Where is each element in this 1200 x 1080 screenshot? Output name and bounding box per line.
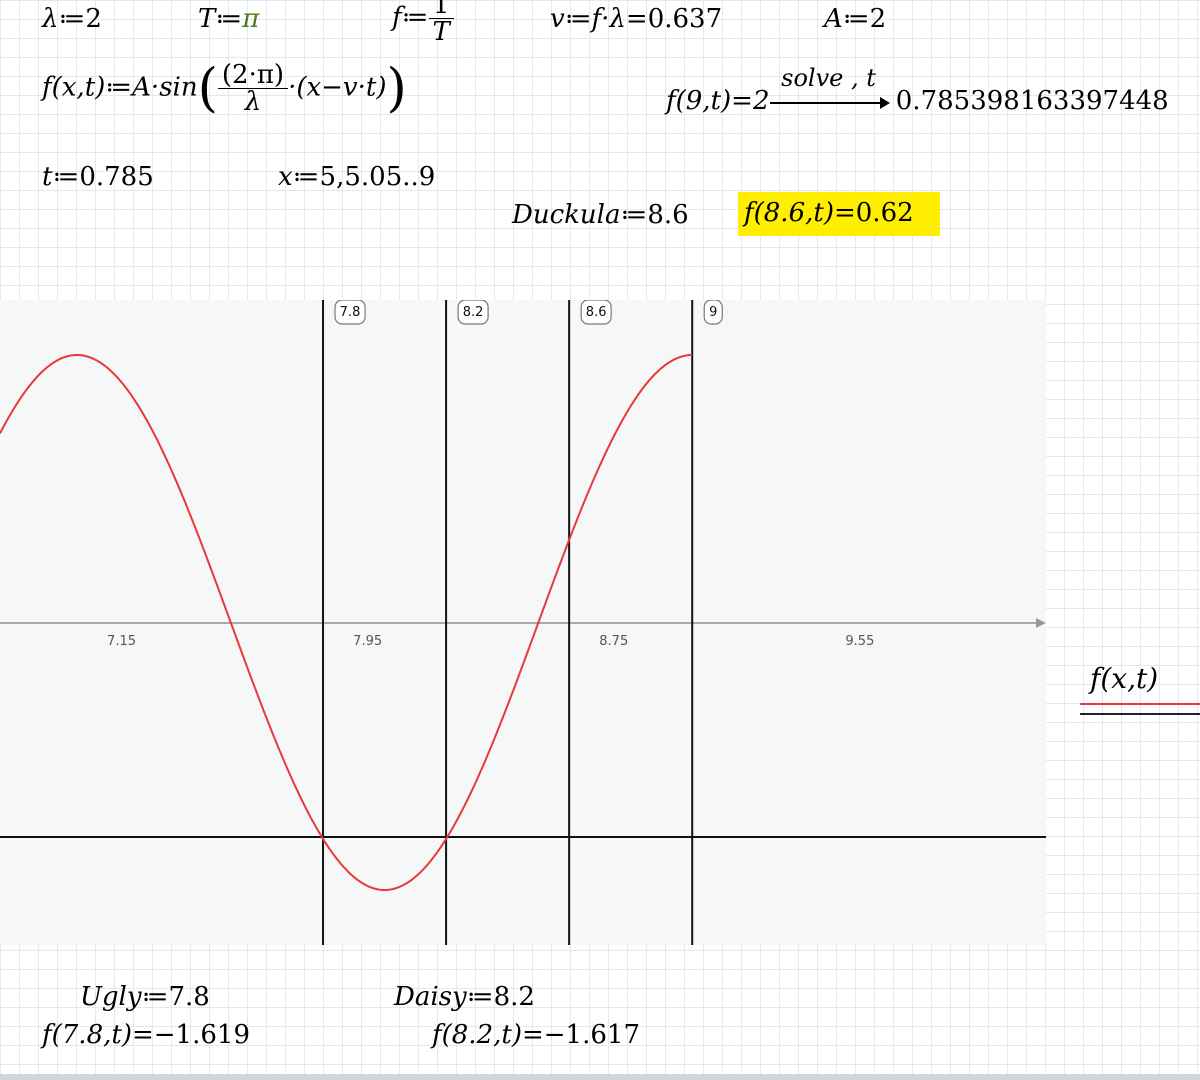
daisy-evaluation[interactable]: f(8.2,t)=−1.617 — [432, 1022, 640, 1048]
define-op: ≔ — [620, 200, 648, 230]
marker-label: 8.6 — [586, 305, 607, 320]
wave-function-definition[interactable]: f(x,t)≔A·sin((2·π) λ ·(x−v·t)) — [42, 62, 407, 115]
duckula-evaluation[interactable]: f(8.6,t)=0.62 — [738, 192, 940, 236]
series-line-f-x-t — [0, 354, 693, 892]
marker-label: 7.8 — [340, 305, 361, 320]
ugly-definition[interactable]: Ugly≔7.8 — [80, 984, 210, 1010]
legend-swatch-red — [1080, 703, 1200, 705]
marker-label: 9 — [709, 305, 717, 320]
marker-label-box[interactable] — [334, 299, 366, 325]
ugly-eval-result: =−1.619 — [131, 1020, 250, 1050]
x-tick-label: 7.95 — [353, 634, 382, 649]
x-range-value: 5,5.05..9 — [319, 162, 436, 192]
legend-text: f(x,t) — [1090, 662, 1159, 695]
duckula-eval-expression: f(8.6,t) — [744, 198, 834, 228]
fraction-denominator: T — [432, 17, 450, 47]
solve-result: 0.785398163397448 — [895, 86, 1169, 116]
close-paren: ) — [386, 58, 407, 119]
x-tick-label: 7.15 — [107, 634, 136, 649]
wave-function-lhs: f(x,t)≔A·sin — [42, 72, 198, 103]
define-op: ≔ — [215, 4, 243, 34]
marker-label-box[interactable] — [703, 299, 723, 325]
wave-function-tail: ·(x−v·t) — [288, 72, 387, 103]
duckula-definition[interactable]: Duckula≔8.6 — [512, 202, 689, 228]
define-op: ≔ — [52, 162, 80, 192]
ugly-eval-expression: f(7.8,t) — [42, 1020, 132, 1050]
x-symbol: x — [278, 162, 293, 192]
open-paren: ( — [197, 58, 218, 119]
ugly-evaluation[interactable]: f(7.8,t)=−1.619 — [42, 1022, 250, 1048]
fraction-numerator: 1 — [428, 0, 454, 19]
time-definition[interactable]: t≔0.785 — [42, 164, 154, 190]
period-symbol: T — [198, 4, 216, 34]
daisy-eval-result: =−1.617 — [521, 1020, 640, 1050]
x-range-definition[interactable]: x≔5,5.05..9 — [278, 164, 435, 190]
velocity-expression: v≔f·λ — [550, 4, 626, 34]
define-op: ≔ — [292, 162, 320, 192]
symbolic-arrow: solve , t — [769, 66, 890, 108]
solve-lhs: f(9,t)=2 — [666, 86, 770, 116]
legend-label[interactable]: f(x,t) — [1090, 662, 1158, 695]
pi-constant: π — [242, 4, 260, 34]
marker-label-box[interactable] — [580, 299, 612, 325]
define-op: ≔ — [842, 4, 870, 34]
wave-number-fraction: (2·π) λ — [217, 62, 289, 117]
ugly-value: 7.8 — [168, 982, 210, 1012]
x-axis-arrow — [1036, 618, 1046, 628]
duckula-symbol: Duckula — [512, 200, 621, 230]
solve-expression[interactable]: f(9,t)=2 solve , t 0.785398163397448 — [666, 66, 1169, 116]
xy-plot[interactable]: 7.15 7.95 8.75 9.55 7.8 8.2 8.6 9 — [0, 299, 1046, 945]
time-value: 0.785 — [79, 162, 154, 192]
amplitude-value: 2 — [869, 4, 887, 34]
marker-label: 8.2 — [463, 305, 484, 320]
lambda-symbol: λ — [42, 4, 59, 34]
frequency-symbol: f — [392, 2, 402, 33]
ugly-symbol: Ugly — [80, 982, 142, 1012]
horizontal-scrollbar[interactable] — [0, 1074, 1200, 1080]
marker-label-box[interactable] — [457, 299, 489, 325]
plot-canvas: 7.15 7.95 8.75 9.55 7.8 8.2 8.6 9 — [0, 299, 1046, 945]
define-op: ≔ — [58, 4, 86, 34]
velocity-definition[interactable]: v≔f·λ=0.637 — [550, 6, 722, 32]
daisy-definition[interactable]: Daisy≔8.2 — [394, 984, 535, 1010]
lambda-definition[interactable]: λ≔2 — [42, 6, 102, 32]
daisy-symbol: Daisy — [394, 982, 467, 1012]
x-tick-label: 8.75 — [599, 634, 628, 649]
legend-swatch-black — [1080, 713, 1200, 715]
lambda-value: 2 — [85, 4, 102, 34]
daisy-eval-expression: f(8.2,t) — [432, 1020, 522, 1050]
amplitude-symbol: A — [824, 4, 843, 34]
define-op: ≔ — [401, 2, 429, 33]
define-op: ≔ — [466, 982, 494, 1012]
x-tick-label: 9.55 — [845, 634, 874, 649]
daisy-value: 8.2 — [493, 982, 535, 1012]
define-op: ≔ — [141, 982, 169, 1012]
frequency-definition[interactable]: f≔ 1 T — [392, 0, 454, 45]
fraction-numerator: (2·π) — [217, 62, 289, 89]
period-definition[interactable]: T≔π — [198, 6, 259, 32]
solve-keyword: solve , t — [781, 64, 876, 93]
velocity-result: =0.637 — [625, 4, 723, 34]
duckula-value: 8.6 — [647, 200, 689, 230]
fraction-denominator: λ — [244, 87, 262, 117]
duckula-eval-result: =0.62 — [833, 198, 914, 228]
time-symbol: t — [42, 162, 53, 192]
amplitude-definition[interactable]: A≔2 — [824, 6, 886, 32]
